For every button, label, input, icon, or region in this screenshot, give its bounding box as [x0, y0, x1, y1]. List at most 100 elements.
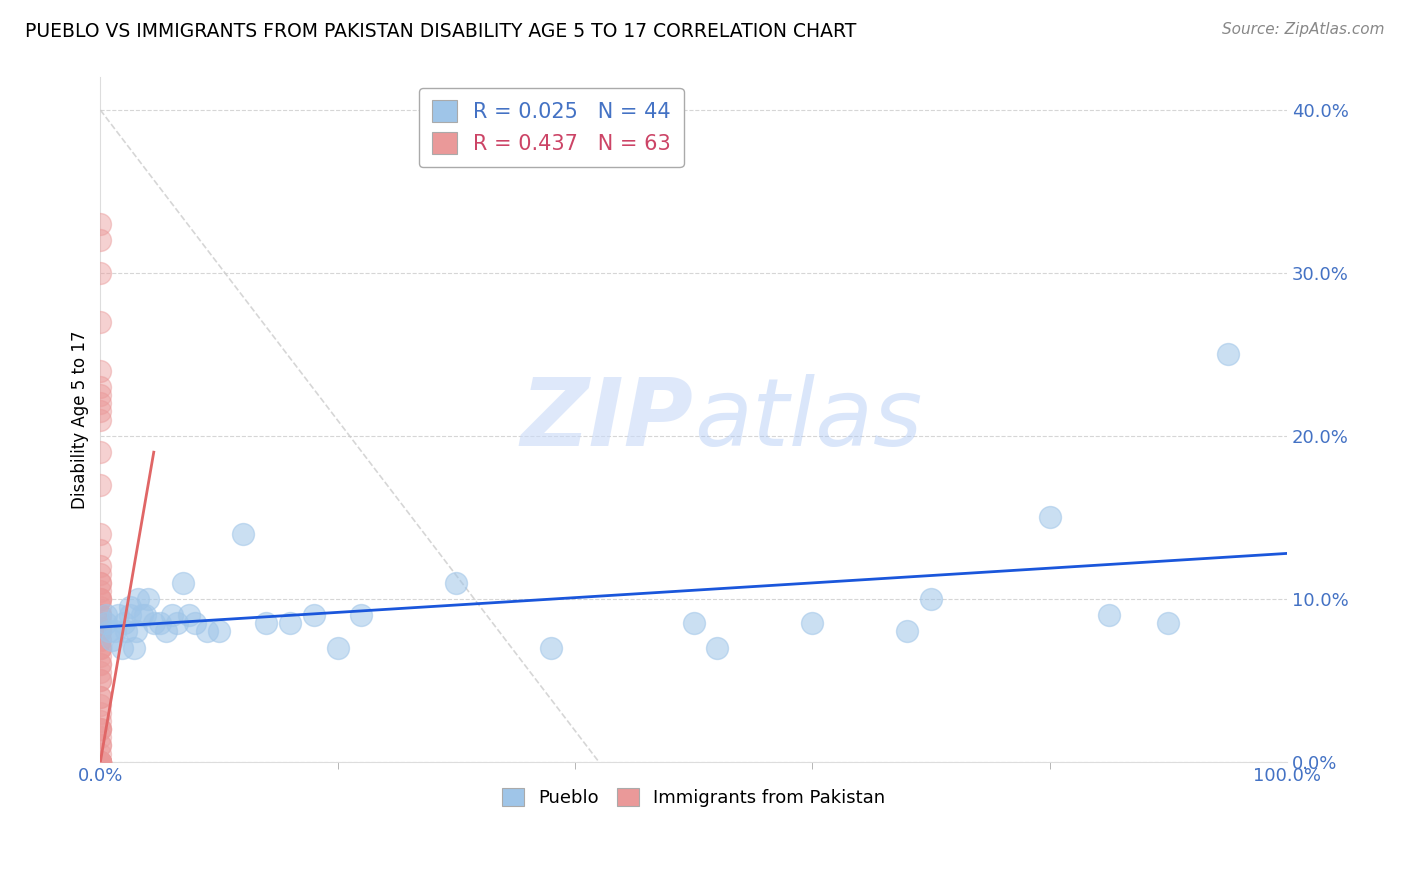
Point — [89, 747, 111, 761]
Point — [89, 755, 111, 769]
Point — [89, 380, 111, 394]
Point — [896, 624, 918, 639]
Point — [89, 648, 111, 663]
Point — [89, 624, 111, 639]
Point — [89, 608, 111, 623]
Point — [195, 624, 218, 639]
Point — [920, 591, 942, 606]
Point — [160, 608, 183, 623]
Point — [111, 640, 134, 655]
Point — [89, 755, 111, 769]
Point — [89, 665, 111, 680]
Point — [96, 608, 118, 623]
Point — [155, 624, 177, 639]
Point — [172, 575, 194, 590]
Point — [89, 591, 111, 606]
Point — [89, 657, 111, 671]
Point — [89, 673, 111, 688]
Point — [89, 632, 111, 647]
Point — [107, 608, 129, 623]
Text: ZIP: ZIP — [520, 374, 693, 466]
Point — [89, 722, 111, 736]
Point — [127, 591, 149, 606]
Point — [89, 599, 111, 614]
Point — [89, 714, 111, 728]
Point — [89, 608, 111, 623]
Point — [89, 477, 111, 491]
Point — [96, 616, 118, 631]
Point — [540, 640, 562, 655]
Point — [89, 690, 111, 704]
Point — [89, 706, 111, 720]
Point — [89, 722, 111, 736]
Point — [682, 616, 704, 631]
Point — [89, 315, 111, 329]
Point — [89, 217, 111, 231]
Text: Source: ZipAtlas.com: Source: ZipAtlas.com — [1222, 22, 1385, 37]
Point — [89, 543, 111, 558]
Text: PUEBLO VS IMMIGRANTS FROM PAKISTAN DISABILITY AGE 5 TO 17 CORRELATION CHART: PUEBLO VS IMMIGRANTS FROM PAKISTAN DISAB… — [25, 22, 856, 41]
Point — [208, 624, 231, 639]
Point — [89, 624, 111, 639]
Point — [350, 608, 373, 623]
Point — [232, 526, 254, 541]
Point — [89, 608, 111, 623]
Point — [184, 616, 207, 631]
Point — [89, 616, 111, 631]
Point — [89, 755, 111, 769]
Point — [136, 591, 159, 606]
Point — [179, 608, 201, 623]
Point — [1216, 347, 1239, 361]
Point — [89, 559, 111, 574]
Point — [89, 616, 111, 631]
Point — [89, 412, 111, 426]
Point — [89, 266, 111, 280]
Point — [278, 616, 301, 631]
Point — [89, 575, 111, 590]
Point — [89, 731, 111, 745]
Point — [326, 640, 349, 655]
Point — [89, 739, 111, 753]
Point — [89, 640, 111, 655]
Point — [131, 608, 153, 623]
Point — [706, 640, 728, 655]
Point — [89, 698, 111, 712]
Point — [89, 621, 111, 635]
Point — [89, 632, 111, 647]
Point — [89, 739, 111, 753]
Point — [1039, 510, 1062, 524]
Point — [89, 755, 111, 769]
Point — [89, 690, 111, 704]
Point — [1098, 608, 1121, 623]
Point — [89, 755, 111, 769]
Point — [97, 624, 120, 639]
Point — [256, 616, 278, 631]
Point — [801, 616, 824, 631]
Point — [1157, 616, 1180, 631]
Point — [89, 445, 111, 459]
Point — [89, 673, 111, 688]
Point — [89, 722, 111, 736]
Point — [89, 583, 111, 598]
Point — [89, 640, 111, 655]
Point — [89, 396, 111, 410]
Point — [89, 575, 111, 590]
Point — [112, 616, 135, 631]
Point — [89, 755, 111, 769]
Point — [89, 388, 111, 402]
Text: atlas: atlas — [693, 374, 922, 465]
Point — [104, 624, 127, 639]
Point — [89, 755, 111, 769]
Point — [302, 608, 325, 623]
Point — [89, 567, 111, 582]
Y-axis label: Disability Age 5 to 17: Disability Age 5 to 17 — [72, 330, 89, 508]
Point — [89, 657, 111, 671]
Point — [149, 616, 172, 631]
Point — [89, 755, 111, 769]
Point — [166, 616, 188, 631]
Point — [122, 640, 145, 655]
Point — [118, 599, 141, 614]
Point — [89, 624, 111, 639]
Point — [89, 233, 111, 247]
Point — [89, 364, 111, 378]
